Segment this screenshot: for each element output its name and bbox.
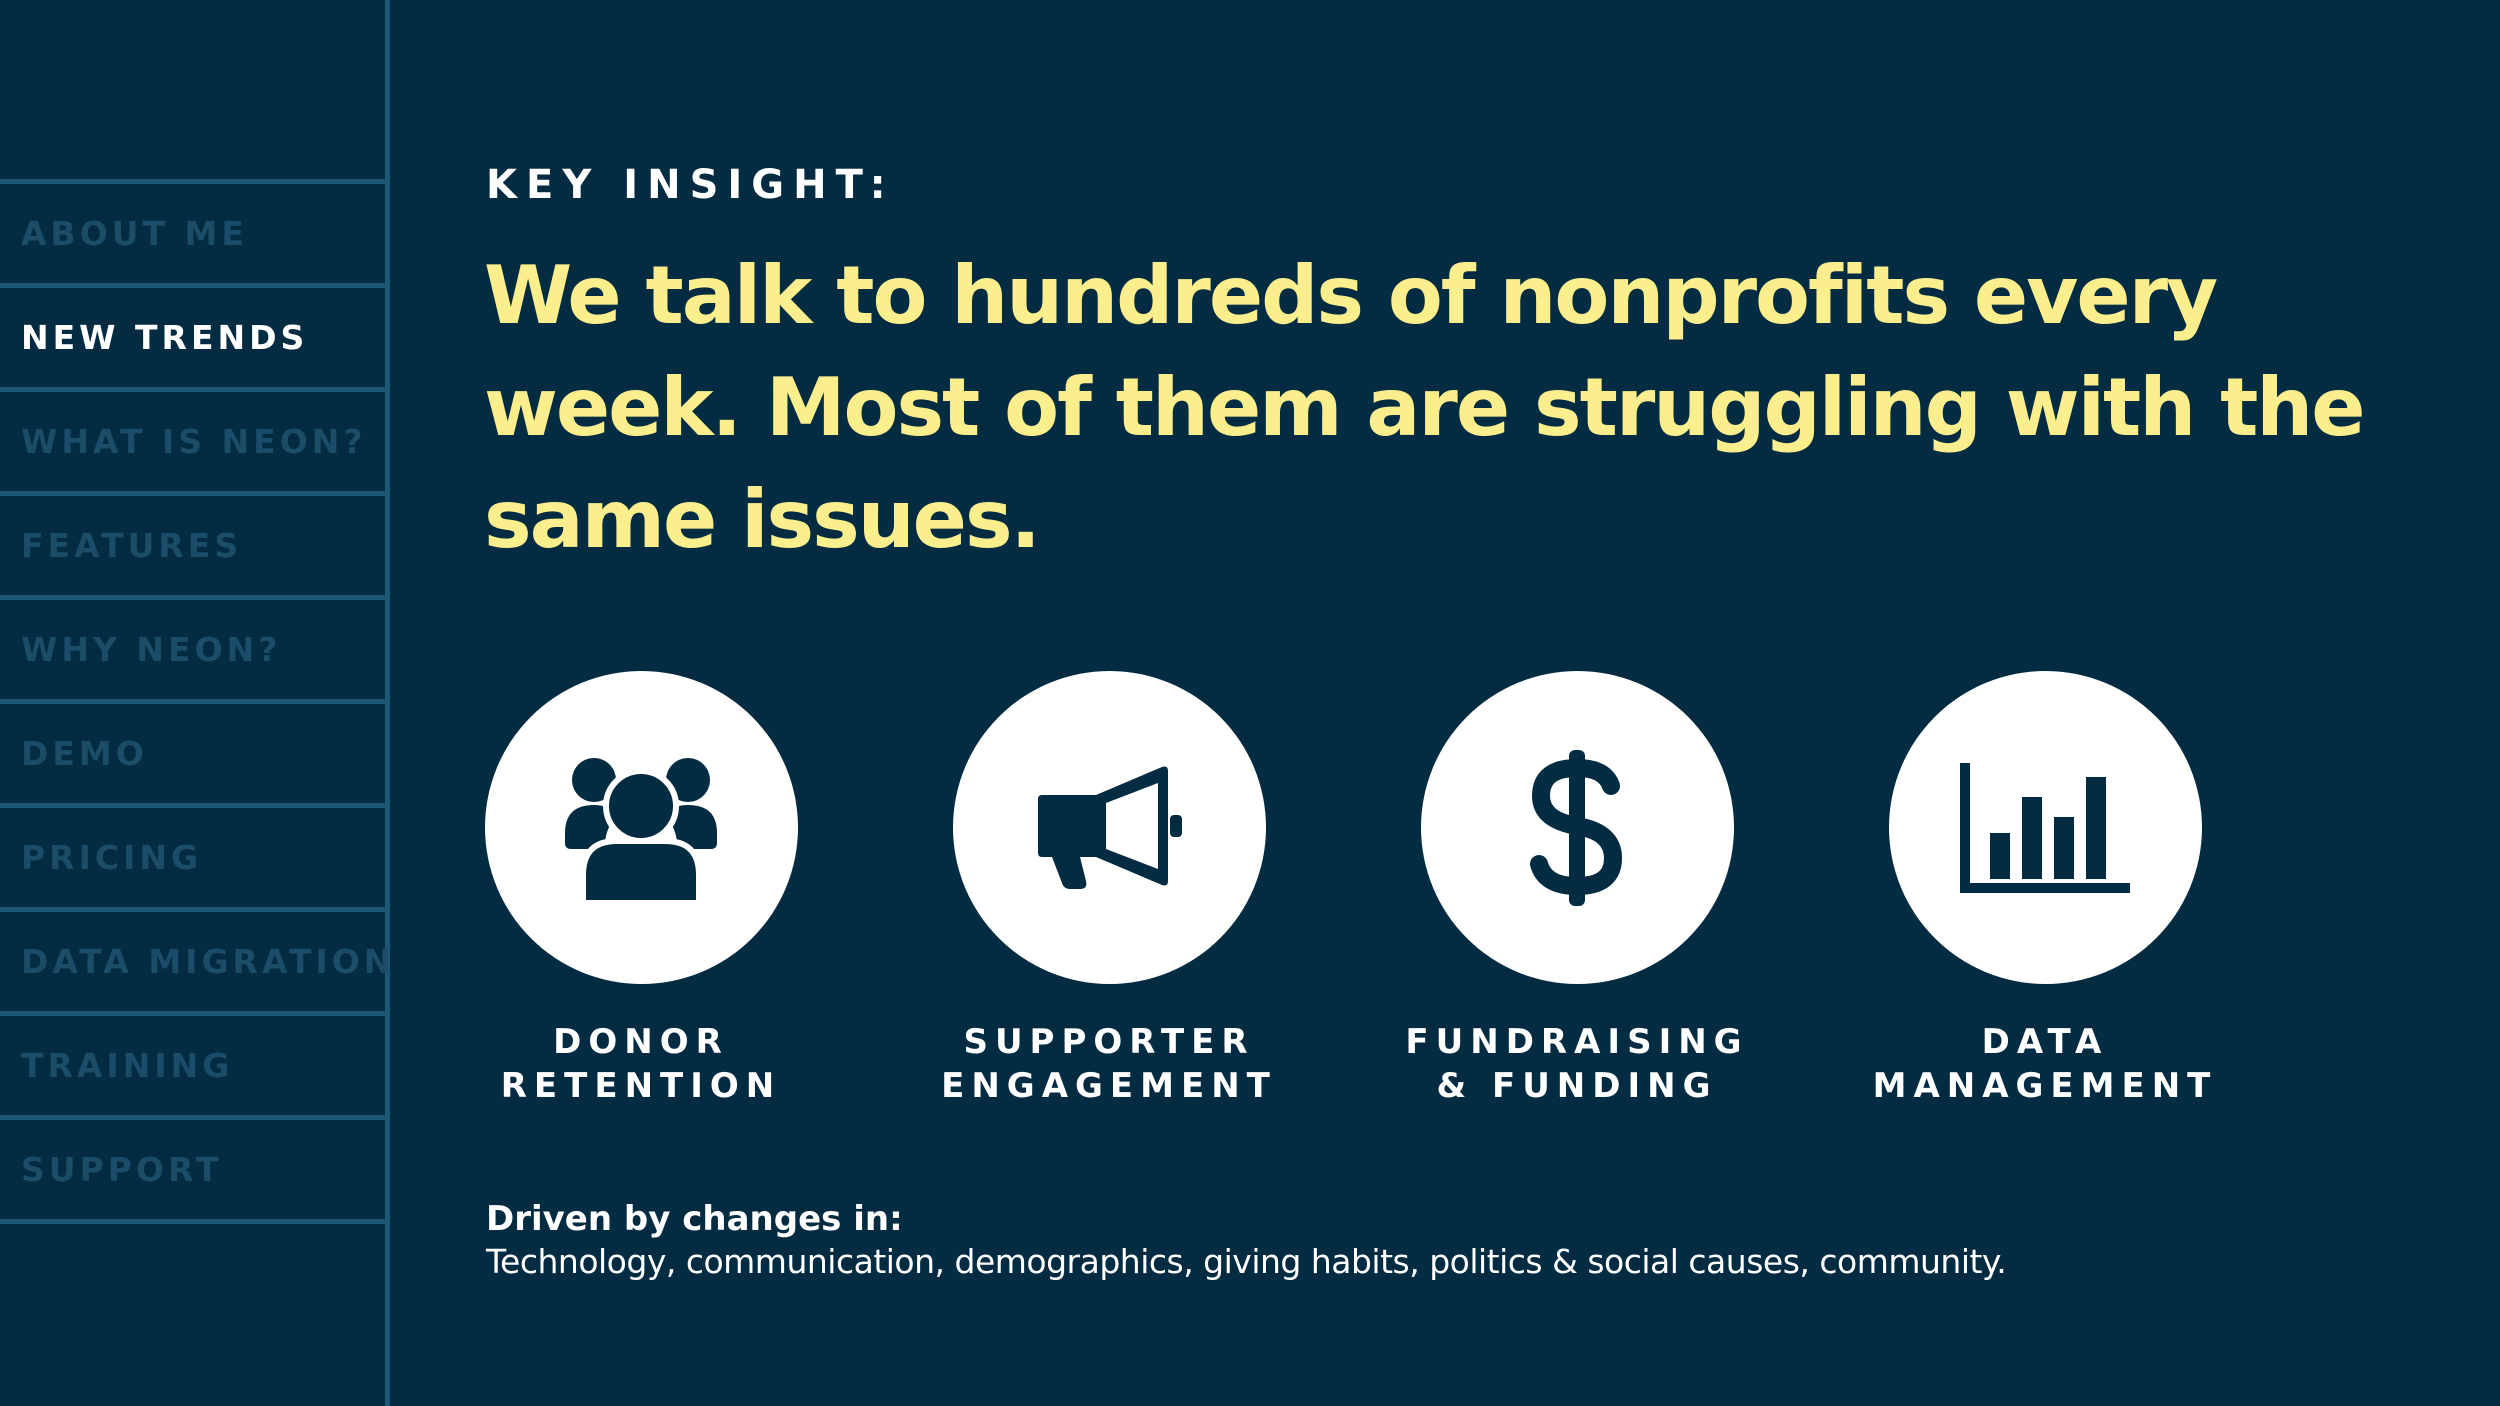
icon-circle — [1888, 671, 2202, 984]
sidebar-item-support[interactable]: SUPPORT — [0, 1120, 385, 1224]
sidebar-item-label: PRICING — [21, 838, 203, 877]
issue-card-fundraising: FUNDRAISING & FUNDING — [1357, 671, 1797, 1108]
megaphone-icon — [1038, 766, 1182, 889]
icon-circle — [484, 671, 798, 984]
sidebar-item-label: SUPPORT — [21, 1150, 223, 1189]
sidebar-item-demo[interactable]: DEMO — [0, 704, 385, 808]
issue-label: SUPPORTER ENGAGEMENT — [941, 1022, 1277, 1106]
eyebrow-label: KEY INSIGHT: — [486, 162, 895, 208]
dollar-sign-icon — [1530, 749, 1623, 906]
sidebar: ABOUT ME NEW TRENDS WHAT IS NEON? FEATUR… — [0, 0, 391, 1406]
sidebar-item-label: WHY NEON? — [21, 630, 282, 669]
issue-card-supporter-engagement: SUPPORTER ENGAGEMENT — [889, 671, 1329, 1108]
sidebar-item-about-me[interactable]: ABOUT ME — [0, 184, 385, 288]
sidebar-item-features[interactable]: FEATURES — [0, 496, 385, 600]
issue-label: DONOR RETENTION — [500, 1022, 782, 1106]
sidebar-item-new-trends[interactable]: NEW TRENDS — [0, 288, 385, 392]
sidebar-item-training[interactable]: TRAINING — [0, 1016, 385, 1120]
sidebar-item-pricing[interactable]: PRICING — [0, 808, 385, 912]
drivers-text: Technology, communication, demographics,… — [486, 1242, 2007, 1281]
issue-card-data-management: DATA MANAGEMENT — [1825, 671, 2265, 1108]
sidebar-item-label: DEMO — [21, 734, 148, 773]
sidebar-item-label: WHAT IS NEON? — [21, 422, 367, 461]
sidebar-item-data-migration[interactable]: DATA MIGRATION — [0, 912, 391, 1016]
drivers-heading: Driven by changes in: — [486, 1199, 903, 1239]
sidebar-item-label: TRAINING — [21, 1046, 234, 1085]
bar-chart-icon — [1960, 762, 2130, 893]
people-group-icon — [565, 757, 717, 903]
sidebar-item-label: NEW TRENDS — [21, 318, 309, 357]
issue-label: DATA MANAGEMENT — [1872, 1022, 2218, 1106]
sidebar-item-label: FEATURES — [21, 526, 243, 565]
icon-circle — [1420, 671, 1734, 984]
sidebar-nav: ABOUT ME NEW TRENDS WHAT IS NEON? FEATUR… — [0, 179, 391, 1224]
sidebar-item-why-neon[interactable]: WHY NEON? — [0, 600, 385, 704]
sidebar-item-label: ABOUT ME — [21, 214, 248, 253]
issue-label: FUNDRAISING & FUNDING — [1405, 1022, 1749, 1106]
headline: We talk to hundreds of nonprofits every … — [484, 249, 2366, 566]
sidebar-item-label: DATA MIGRATION — [21, 942, 396, 981]
icon-circle — [952, 671, 1266, 984]
sidebar-item-what-is-neon[interactable]: WHAT IS NEON? — [0, 392, 385, 496]
issue-card-donor-retention: DONOR RETENTION — [421, 671, 861, 1108]
